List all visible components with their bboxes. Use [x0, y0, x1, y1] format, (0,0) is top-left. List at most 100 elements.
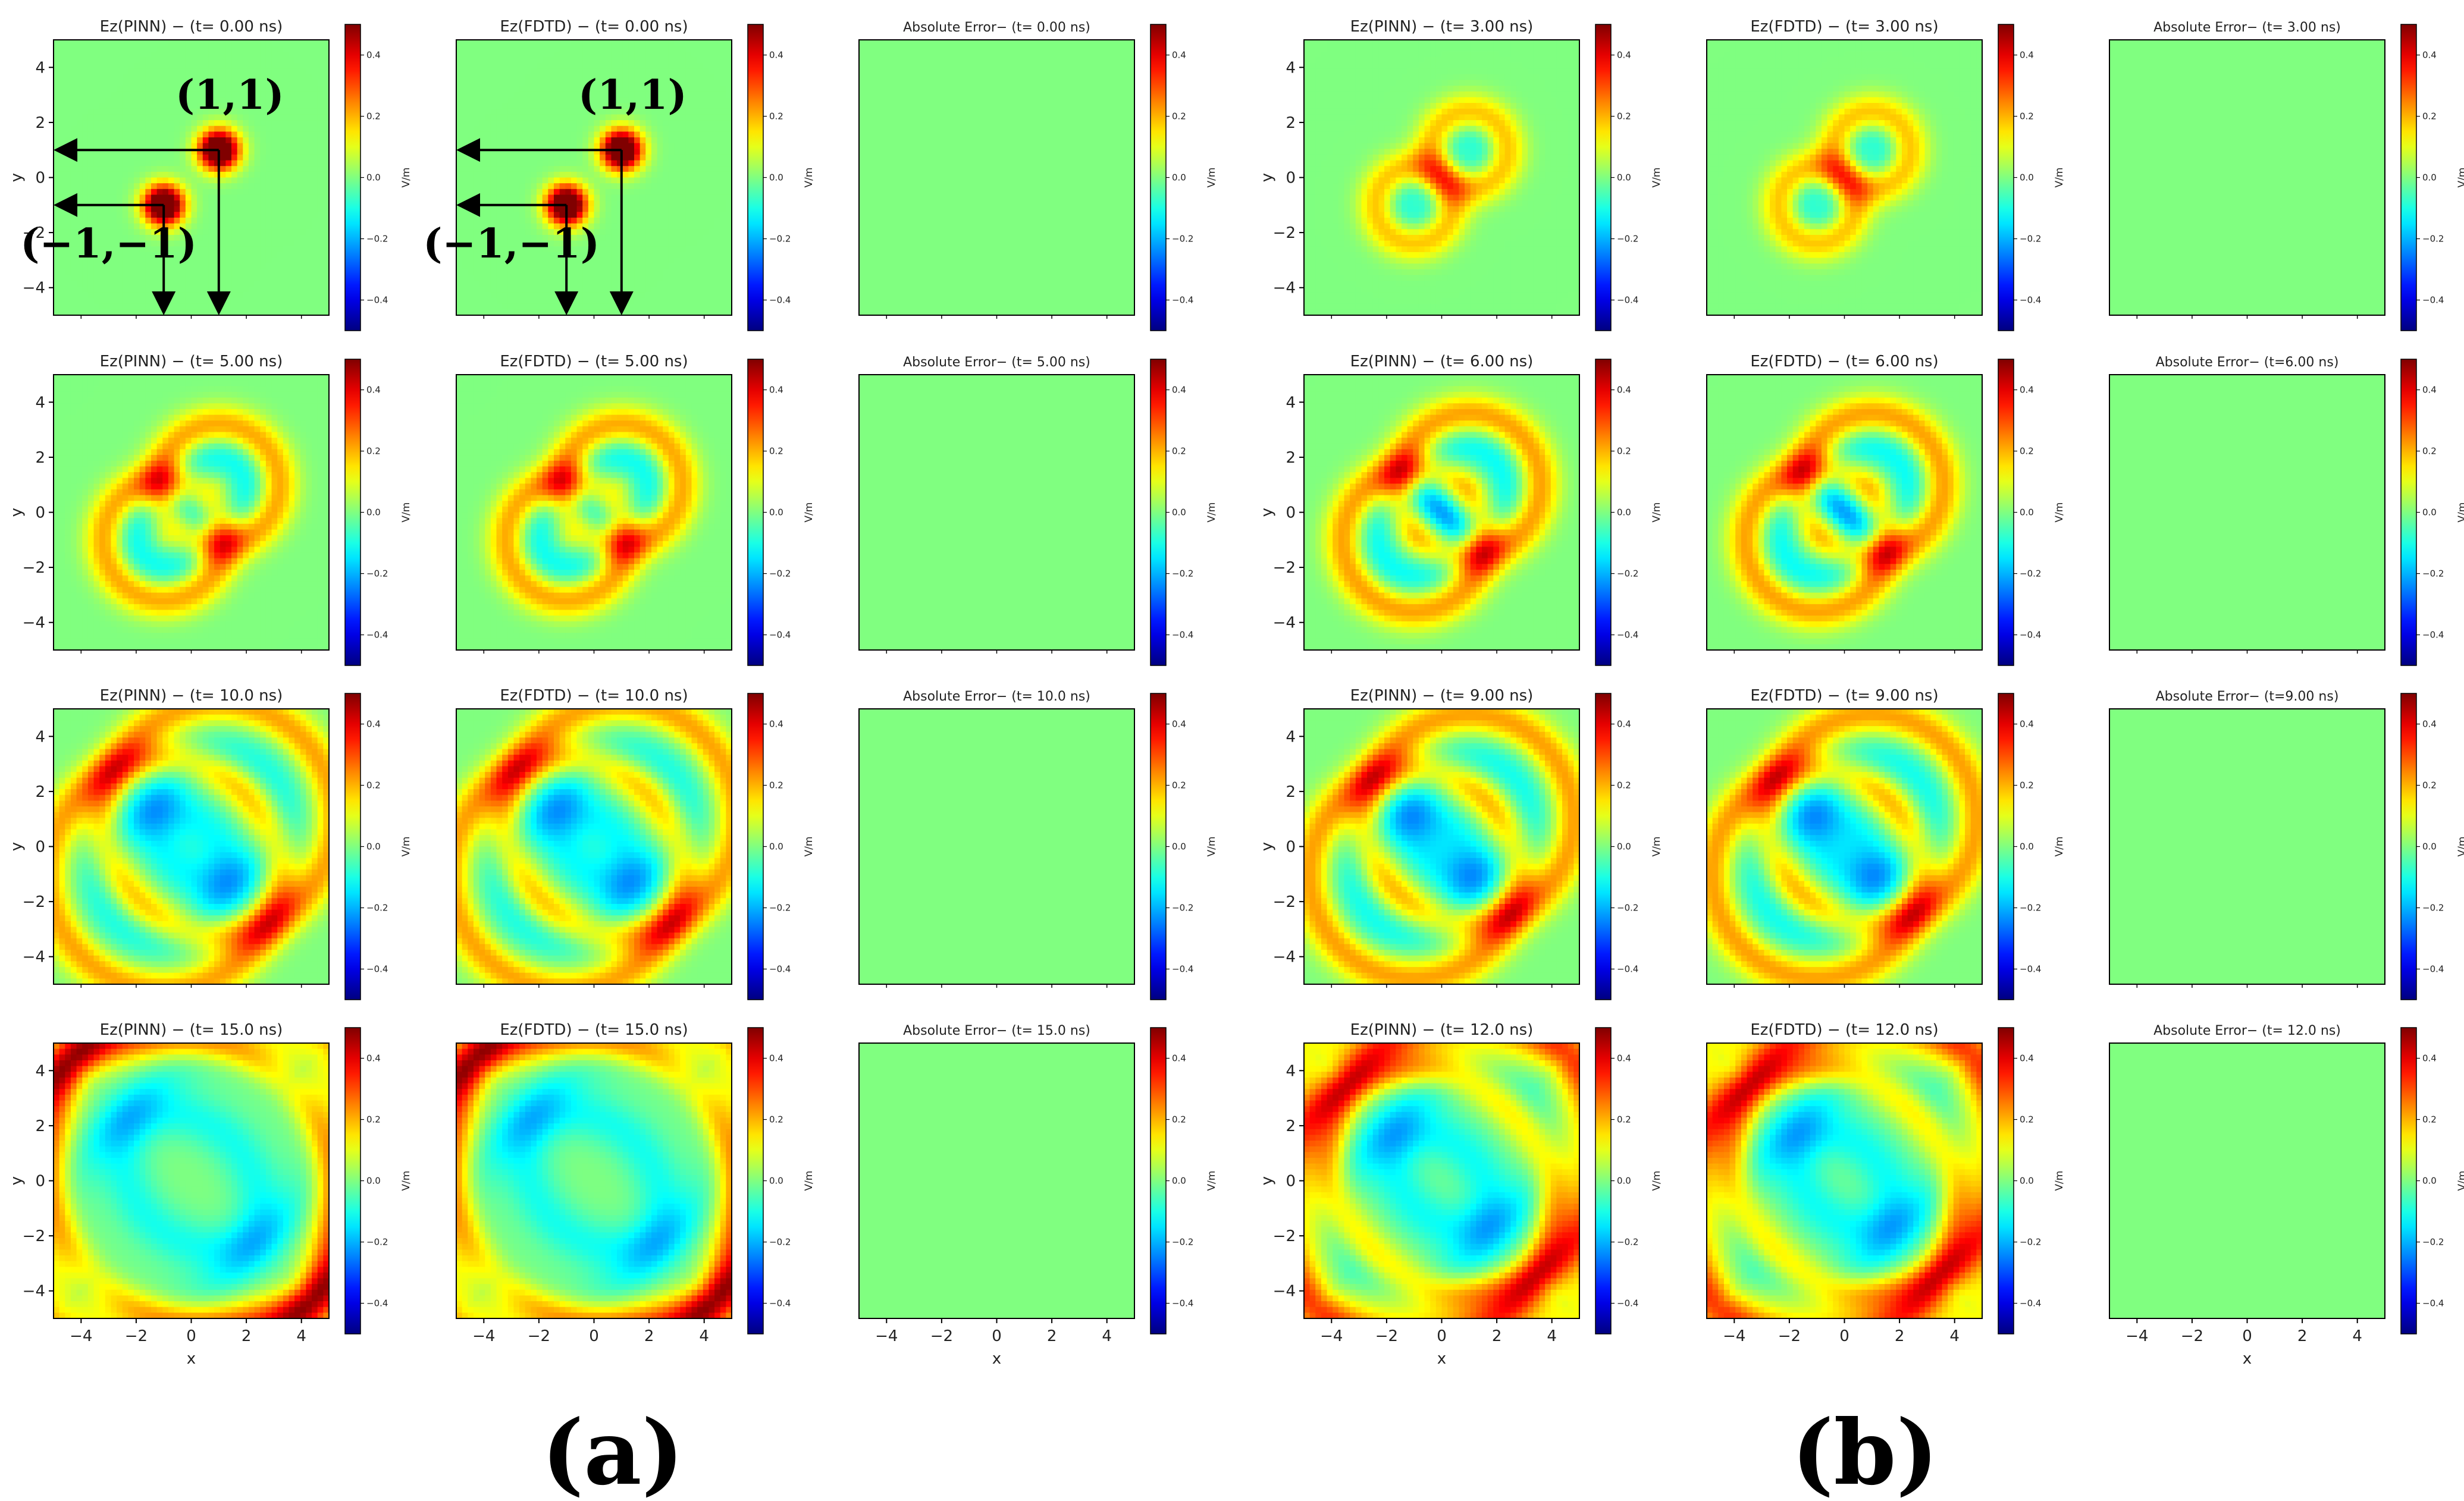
heat-cell [306, 92, 312, 98]
heat-cell [145, 143, 151, 149]
heat-cell [266, 298, 272, 304]
heat-cell [283, 287, 289, 293]
heat-cell [456, 92, 462, 98]
heat-cell [88, 189, 94, 195]
heat-cell [151, 206, 157, 212]
heat-cell [249, 229, 255, 235]
heat-cell [266, 161, 272, 167]
heat-cell [243, 131, 249, 137]
heat-cell [94, 178, 100, 184]
heat-cell [65, 183, 71, 189]
heat-cell [77, 63, 83, 69]
heat-cell [157, 57, 163, 63]
heat-cell [208, 161, 214, 167]
heat-cell [237, 287, 243, 293]
heat-cell [197, 194, 203, 200]
heat-cell [59, 166, 65, 172]
heat-cell [231, 287, 237, 293]
heat-cell [249, 246, 255, 252]
heat-cell [260, 252, 266, 258]
heat-cell [128, 46, 134, 52]
heat-cell [197, 224, 203, 230]
heat-cell [54, 161, 59, 167]
heat-cell [289, 292, 294, 298]
heat-cell [145, 97, 151, 103]
heat-cell [88, 287, 94, 293]
heat-cell [65, 92, 71, 98]
heat-cell [283, 212, 289, 218]
heat-cell [145, 126, 151, 132]
heat-cell [312, 189, 318, 195]
heat-cell [123, 92, 128, 98]
heat-cell [237, 218, 243, 224]
heat-cell [289, 224, 294, 230]
heat-cell [54, 304, 59, 310]
heat-cell [117, 137, 123, 143]
heat-cell [266, 304, 272, 310]
heat-cell [140, 172, 146, 178]
heat-cell [468, 189, 474, 195]
heat-cell [157, 68, 163, 74]
heat-cell [134, 97, 140, 103]
heat-cell [192, 304, 198, 310]
fdtd-panel-0-0: Ez(FDTD) − (t= 0.00 ns)0.40.20.0−0.2−0.4… [423, 18, 815, 331]
heat-cell [111, 109, 117, 115]
heat-cell [220, 287, 226, 293]
heat-cell [128, 74, 134, 80]
heat-cell [145, 80, 151, 86]
heat-cell [123, 120, 128, 126]
heat-cell [77, 131, 83, 137]
heat-cell [208, 46, 214, 52]
heat-cell [266, 229, 272, 235]
heat-cell [157, 92, 163, 98]
heat-cell [140, 57, 146, 63]
heat-cell [237, 63, 243, 69]
heat-cell [123, 68, 128, 74]
heat-cell [203, 275, 209, 281]
heat-cell [88, 80, 94, 86]
heat-cell [300, 200, 306, 206]
heat-cell [306, 97, 312, 103]
heat-cell [300, 40, 306, 46]
heat-cell [145, 212, 151, 218]
heat-cell [456, 143, 462, 149]
heat-cell [462, 143, 468, 149]
heat-cell [192, 206, 198, 212]
heat-cell [145, 92, 151, 98]
heat-cell [312, 97, 318, 103]
heat-cell [283, 281, 289, 287]
heat-cell [306, 229, 312, 235]
heat-cell [255, 172, 261, 178]
heat-cell [220, 155, 226, 161]
heat-cell [289, 206, 294, 212]
heat-cell [289, 287, 294, 293]
heat-cell [117, 292, 123, 298]
heat-cell [312, 103, 318, 109]
heat-cell [283, 155, 289, 161]
heat-cell [225, 189, 231, 195]
heat-cell [318, 304, 324, 310]
heat-cell [123, 155, 128, 161]
heat-cell [82, 92, 88, 98]
heat-cell [312, 137, 318, 143]
heat-cell [300, 97, 306, 103]
heat-cell [77, 51, 83, 57]
heat-cell [260, 304, 266, 310]
heat-cell [82, 126, 88, 132]
heat-cell [180, 200, 186, 206]
heat-cell [157, 189, 163, 195]
heat-cell [111, 212, 117, 218]
heat-cell [203, 161, 209, 167]
heat-cell [255, 200, 261, 206]
heat-cell [157, 281, 163, 287]
heat-cell [134, 161, 140, 167]
heat-cell [220, 218, 226, 224]
heat-cell [77, 40, 83, 46]
heat-cell [289, 155, 294, 161]
heat-cell [283, 40, 289, 46]
heat-cell [157, 212, 163, 218]
heat-cell [272, 269, 278, 275]
heat-cell [272, 206, 278, 212]
heat-cell [272, 63, 278, 69]
heat-cell [168, 206, 174, 212]
